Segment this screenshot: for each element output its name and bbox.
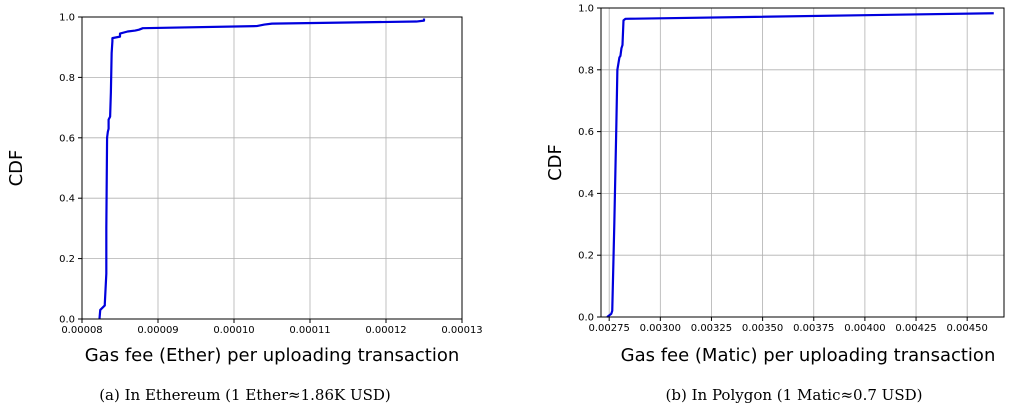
plot-frame: [81, 16, 463, 320]
y-tick-label: 0.6: [578, 127, 594, 138]
y-axis-label: CDF: [6, 150, 27, 187]
x-tick-label: 0.00375: [793, 323, 834, 334]
y-tick-label: 0.0: [578, 313, 594, 324]
y-tick-label: 0.8: [59, 73, 75, 84]
plot-frame: [600, 7, 1005, 318]
x-axis-label: Gas fee (Ether) per uploading transactio…: [85, 345, 460, 366]
x-tick-label: 0.00009: [137, 325, 178, 336]
cdf-series-line: [98, 18, 426, 320]
x-tick-label: 0.00400: [844, 323, 885, 334]
x-tick-label: 0.00450: [946, 323, 987, 334]
x-tick-label: 0.00013: [441, 325, 482, 336]
x-tick-label: 0.00325: [691, 323, 732, 334]
x-axis-label: Gas fee (Matic) per uploading transactio…: [621, 345, 996, 366]
chart-panel-1: 0.00008 0.00009 0.00010 0.00011 0.00012 0.000…: [6, 13, 483, 405]
x-tick-label: 0.00275: [589, 323, 630, 334]
y-tick-label: 1.0: [578, 4, 594, 15]
x-tick-label: 0.00425: [895, 323, 936, 334]
x-tick-label: 0.00012: [365, 325, 406, 336]
y-tick-label: 0.2: [578, 251, 594, 262]
x-tick-label: 0.00011: [289, 325, 330, 336]
chart-panel-2: 0.00275 0.00300 0.00325 0.00350 0.00375 0.004…: [545, 4, 1005, 404]
y-axis-label: CDF: [545, 144, 566, 181]
y-tick-label: 0.4: [59, 194, 75, 205]
x-tick-label: 0.00008: [61, 325, 102, 336]
y-tick-label: 1.0: [59, 13, 75, 24]
y-tick-label: 0.2: [59, 254, 75, 265]
x-tick-label: 0.00350: [742, 323, 783, 334]
figure-caption: (a) In Ethereum (1 Ether≈1.86K USD): [99, 386, 391, 404]
y-tick-label: 0.6: [59, 133, 75, 144]
cdf-series-line: [606, 12, 994, 318]
x-tick-label: 0.00300: [640, 323, 681, 334]
x-tick-label: 0.00010: [213, 325, 254, 336]
figure-caption: (b) In Polygon (1 Matic≈0.7 USD): [666, 386, 923, 404]
y-tick-label: 0.0: [59, 315, 75, 326]
y-tick-label: 0.4: [578, 189, 594, 200]
y-tick-label: 0.8: [578, 65, 594, 76]
